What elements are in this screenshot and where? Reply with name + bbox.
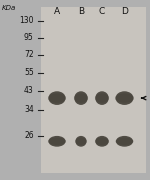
Text: 95: 95 bbox=[24, 33, 34, 42]
Ellipse shape bbox=[74, 91, 88, 105]
Ellipse shape bbox=[115, 93, 134, 103]
Text: KDa: KDa bbox=[2, 4, 16, 10]
Ellipse shape bbox=[48, 91, 66, 105]
Ellipse shape bbox=[75, 138, 87, 145]
Ellipse shape bbox=[95, 138, 109, 145]
Ellipse shape bbox=[95, 93, 109, 103]
Text: 130: 130 bbox=[19, 16, 34, 25]
Text: B: B bbox=[78, 7, 84, 16]
Ellipse shape bbox=[48, 138, 66, 145]
Text: 55: 55 bbox=[24, 68, 34, 77]
Text: 34: 34 bbox=[24, 105, 34, 114]
Text: D: D bbox=[121, 7, 128, 16]
Ellipse shape bbox=[95, 136, 109, 147]
Text: 43: 43 bbox=[24, 86, 34, 95]
Text: A: A bbox=[54, 7, 60, 16]
Ellipse shape bbox=[48, 136, 66, 147]
Bar bbox=[40, 7, 146, 173]
Ellipse shape bbox=[75, 136, 87, 147]
Text: 72: 72 bbox=[24, 50, 34, 59]
Ellipse shape bbox=[116, 91, 134, 105]
Ellipse shape bbox=[116, 136, 133, 147]
Ellipse shape bbox=[95, 91, 109, 105]
Ellipse shape bbox=[48, 93, 66, 103]
Ellipse shape bbox=[74, 93, 88, 103]
Ellipse shape bbox=[116, 138, 134, 145]
Text: 26: 26 bbox=[24, 131, 34, 140]
Text: C: C bbox=[99, 7, 105, 16]
